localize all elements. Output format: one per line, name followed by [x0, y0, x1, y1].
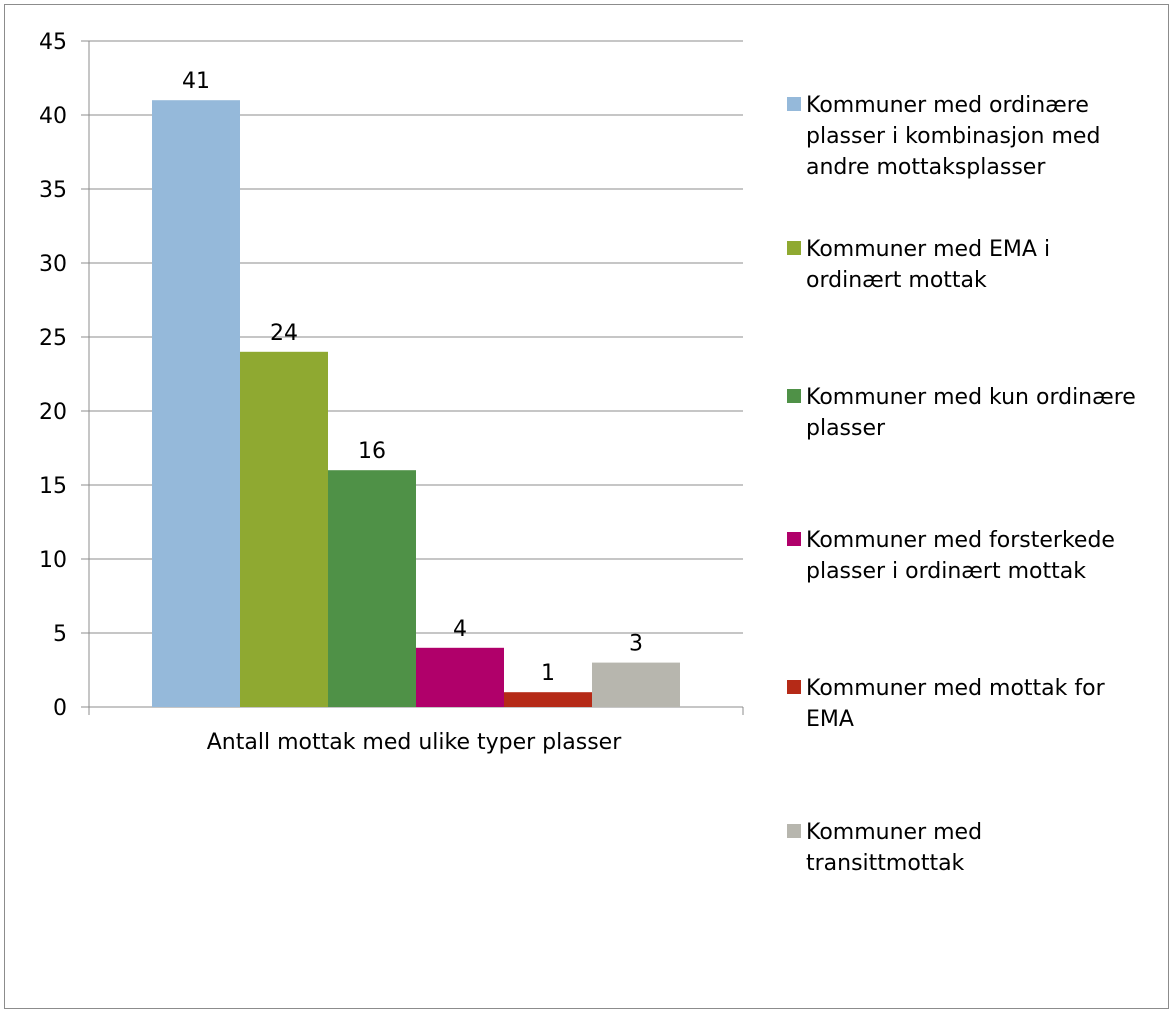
bar-series-4 — [416, 647, 504, 707]
bar-series-1 — [152, 100, 240, 707]
legend-label-series-1: Kommuner med ordinære plasser i kombinasj… — [806, 93, 1100, 180]
y-tick-label-15: 15 — [39, 474, 67, 499]
y-tick-label-25: 25 — [39, 326, 67, 351]
data-label-series-4: 4 — [453, 617, 467, 642]
bar-series-3 — [328, 470, 416, 707]
legend-label-series-6: Kommuner med transittmottak — [806, 820, 982, 876]
legend-swatch-series-5 — [787, 680, 801, 694]
legend: Kommuner med ordinære plasser i kombinasj… — [787, 93, 1136, 876]
y-tick-label-45: 45 — [39, 30, 67, 55]
legend-label-series-4: Kommuner med forsterkede plasser i ordinæ… — [806, 528, 1115, 584]
data-label-series-6: 3 — [629, 632, 643, 657]
y-tick-label-30: 30 — [39, 252, 67, 277]
bars — [152, 100, 680, 707]
axes: 0 5 10 15 20 25 30 35 40 45 Antall mottak med ulik… — [39, 30, 744, 755]
y-tick-label-40: 40 — [39, 104, 67, 129]
data-label-series-2: 24 — [270, 321, 298, 346]
legend-swatch-series-6 — [787, 824, 801, 838]
legend-label-series-2: Kommuner med EMA i ordinært mottak — [806, 237, 1050, 293]
legend-swatch-series-1 — [787, 97, 801, 111]
y-tick-label-10: 10 — [39, 548, 67, 573]
bar-series-6 — [592, 662, 680, 707]
bar-chart: 0 5 10 15 20 25 30 35 40 45 Antall mottak med ulik… — [39, 30, 1136, 876]
data-label-series-3: 16 — [358, 439, 386, 464]
bar-series-5 — [504, 692, 592, 707]
legend-swatch-series-4 — [787, 532, 801, 546]
legend-swatch-series-3 — [787, 389, 801, 403]
y-tick-label-5: 5 — [53, 622, 67, 647]
bar-series-2 — [240, 351, 328, 707]
data-label-series-5: 1 — [541, 661, 555, 686]
legend-swatch-series-2 — [787, 241, 801, 255]
legend-label-series-5: Kommuner med mottak for EMA — [806, 676, 1106, 732]
chart-frame: 0 5 10 15 20 25 30 35 40 45 Antall mottak med ulik… — [4, 4, 1169, 1009]
data-label-series-1: 41 — [182, 69, 210, 94]
legend-label-series-3: Kommuner med kun ordinære plasser — [806, 385, 1136, 441]
x-category-label: Antall mottak med ulike typer plasser — [207, 730, 622, 755]
y-tick-label-20: 20 — [39, 400, 67, 425]
y-tick-label-35: 35 — [39, 178, 67, 203]
y-tick-label-0: 0 — [53, 696, 67, 721]
